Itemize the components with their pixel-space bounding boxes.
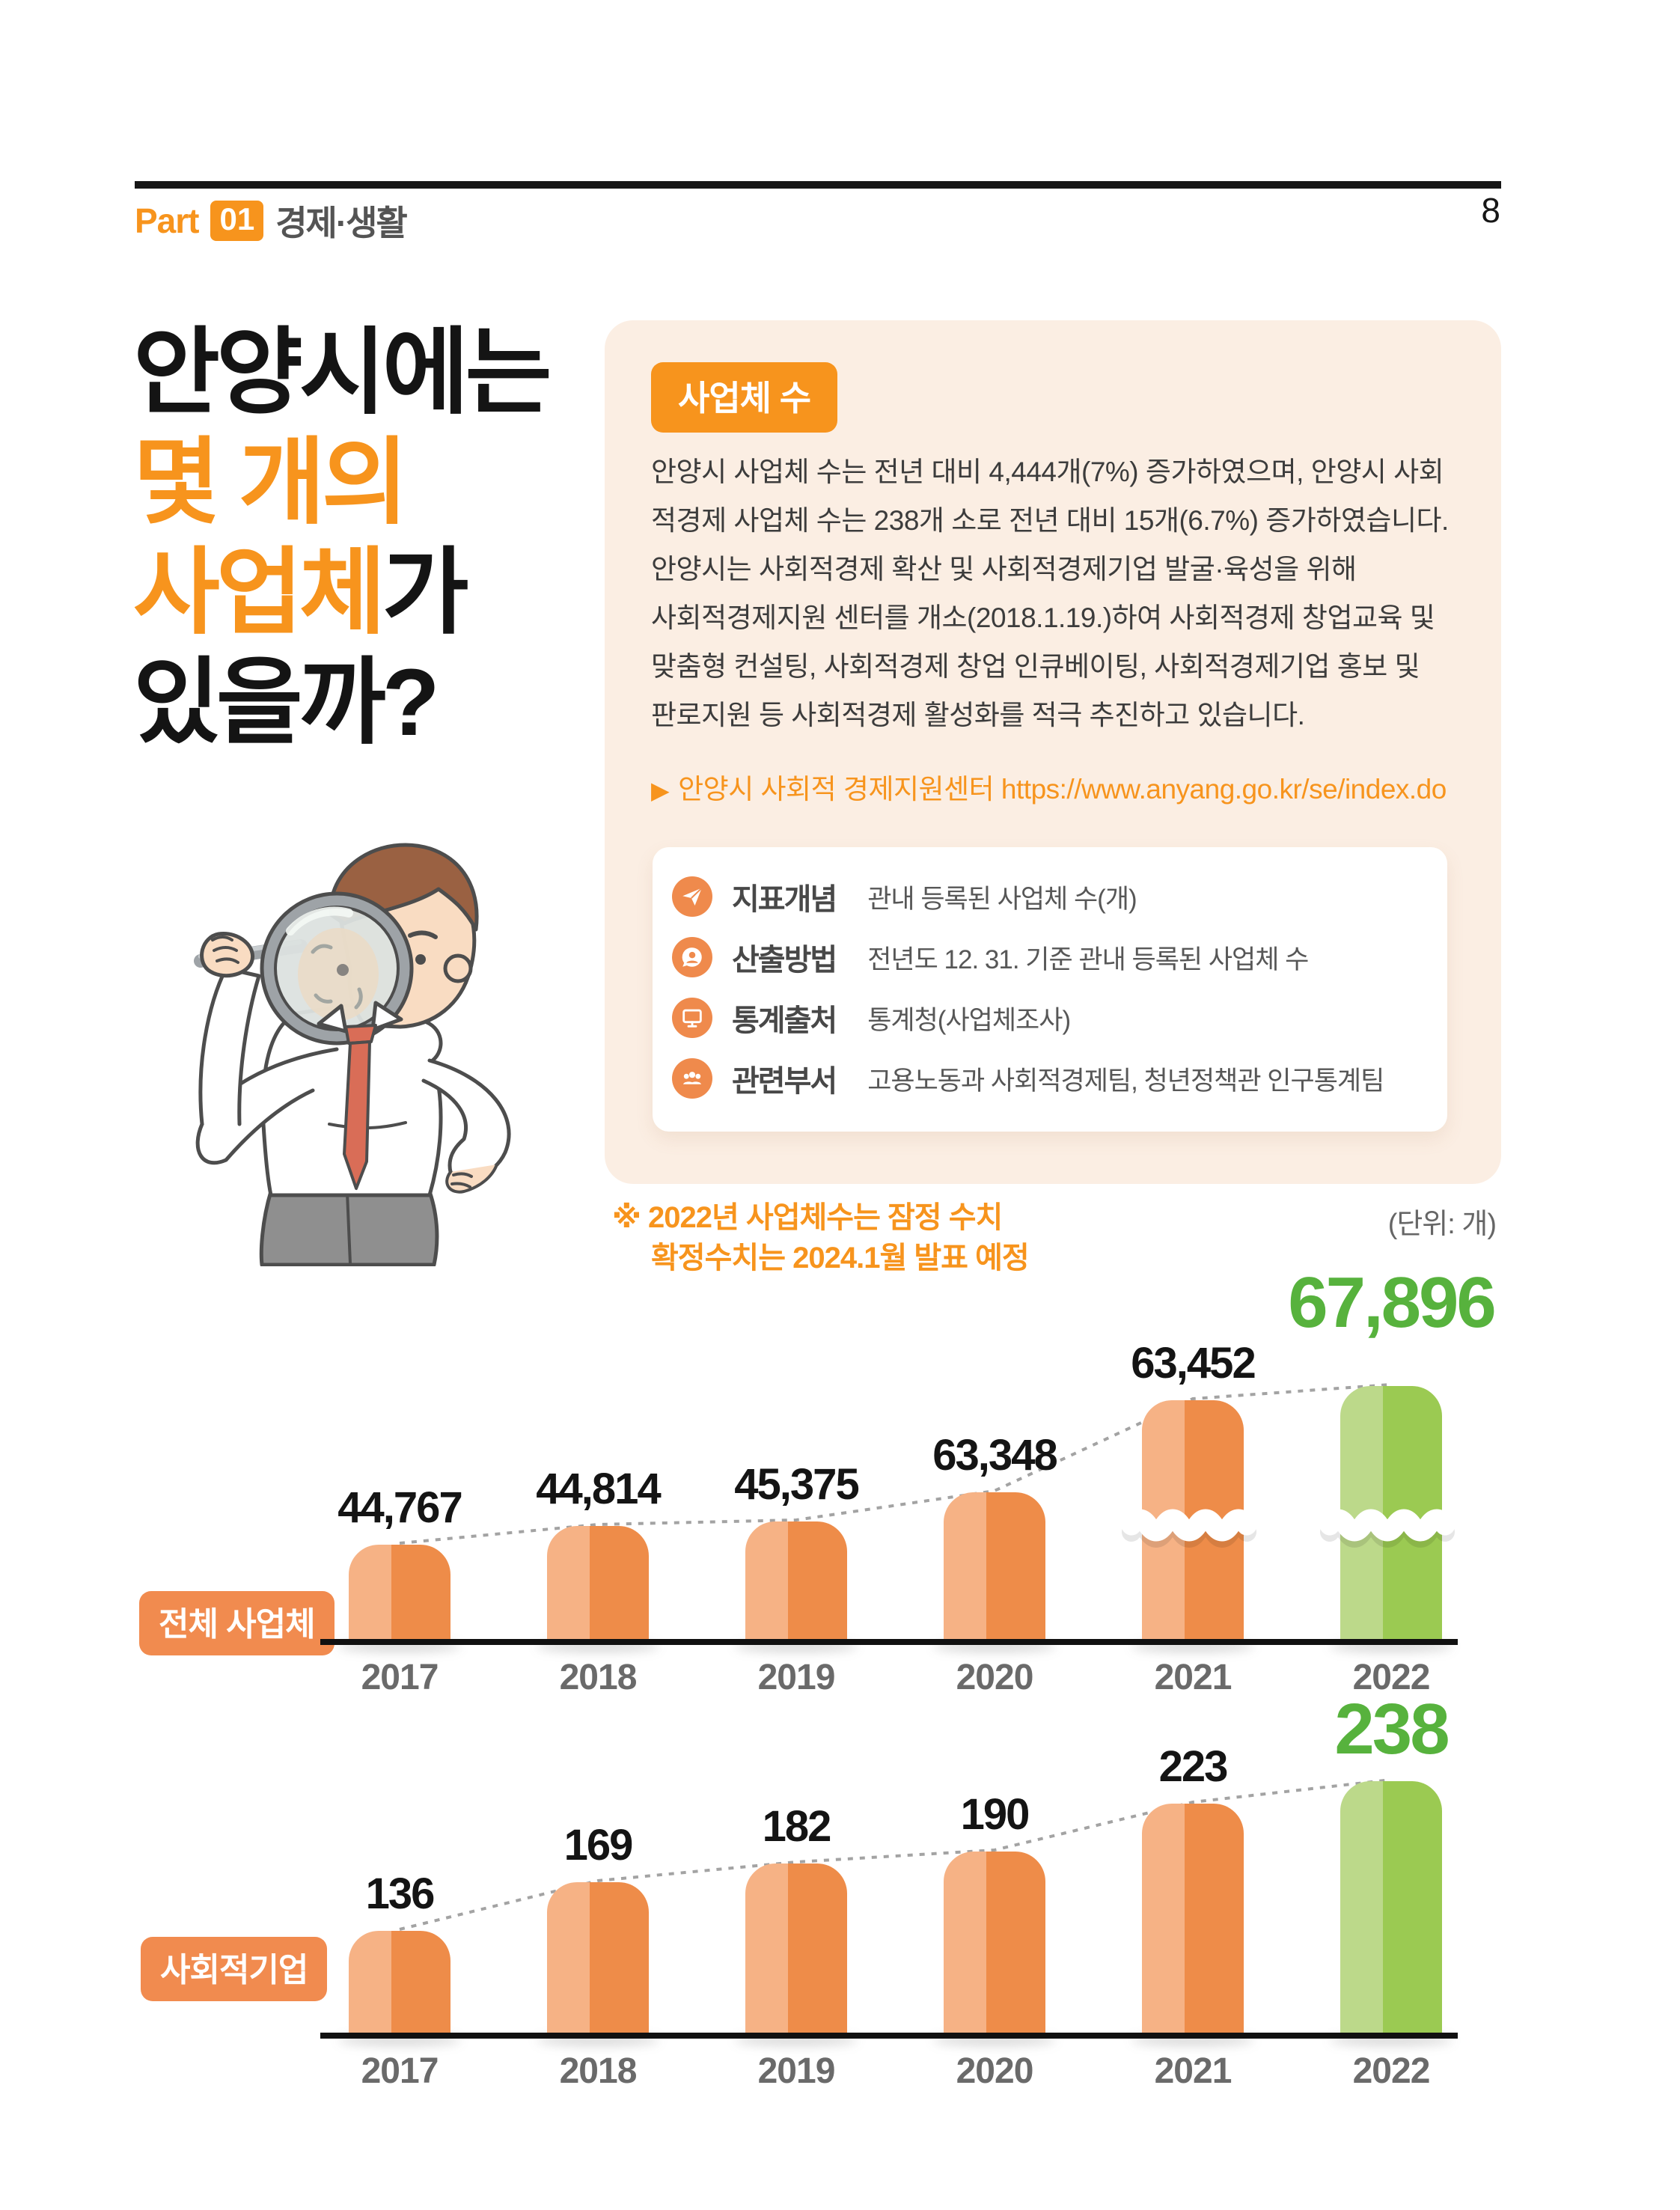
bar-shadow [735,1640,858,1652]
bar-shadow [933,2034,1056,2046]
bar-shadow [1131,2034,1254,2046]
bar-2017 [349,1545,450,1639]
x-axis-1 [320,2033,1458,2039]
value-label-2021: 223 [1158,1742,1229,1791]
indicator-card: 지표개념 관내 등록된 사업체 수(개) 산출방법 전년도 12. 31. 기준… [653,847,1447,1132]
value-label-2021: 63,452 [1131,1339,1256,1388]
title-line-4: 있을까? [133,650,440,755]
bar-shadow [537,2034,659,2046]
center-link[interactable]: ▶ 안양시 사회적 경제지원센터 https://www.anyang.go.kr… [651,766,1447,807]
info-value: 전년도 12. 31. 기준 관내 등록된 사업체 수 [867,944,1309,974]
page-number: 8 [1481,191,1500,230]
title-line-2: 몇 개의 [133,430,409,535]
bar-shadow [735,2034,858,2046]
bar-2017 [349,1931,450,2033]
provisional-note: ※ 2022년 사업체수는 잠정 수치 확정수치는 2024.1월 발표 예정 [612,1201,1030,1275]
value-label-2020: 63,348 [932,1431,1057,1480]
bar-shadow [1330,1640,1453,1652]
bar-shadow [338,2034,461,2046]
chat-person-icon [672,937,712,977]
value-label-2018: 169 [563,1821,634,1869]
info-row-concept: 지표개념 관내 등록된 사업체 수(개) [672,876,1435,918]
bar-2018 [547,1882,649,2033]
bar-2020 [944,1852,1045,2033]
year-label-2019: 2019 [757,1658,836,1697]
legend-social-enterprises: 사회적기업 [141,1937,328,2001]
section-title: 경제·생활 [275,204,408,242]
bar-shadow [338,1640,461,1652]
monitor-icon [672,998,712,1038]
axis-break-wave [1121,1509,1257,1548]
info-panel: 사업체 수 안양시 사업체 수는 전년 대비 4,444개(7%) 증가하였으며… [605,320,1501,1184]
year-label-2018: 2018 [559,1658,638,1697]
value-label-2022: 238 [1334,1689,1450,1769]
info-value: 고용노동과 사회적경제팀, 청년정책관 인구통계팀 [867,1066,1384,1096]
link-text[interactable]: 안양시 사회적 경제지원센터 https://www.anyang.go.kr/… [678,774,1447,805]
info-row-method: 산출방법 전년도 12. 31. 기준 관내 등록된 사업체 수 [672,936,1435,978]
value-label-2017: 136 [365,1869,436,1918]
year-label-2018: 2018 [559,2051,638,2091]
bar-2018 [547,1526,649,1639]
value-label-2020: 190 [960,1790,1030,1839]
year-label-2020: 2020 [956,1658,1034,1697]
paper-plane-icon [672,876,712,917]
info-label: 산출방법 [732,944,837,977]
link-arrow-icon: ▶ [651,777,670,804]
value-label-2019: 45,375 [734,1460,859,1509]
bar-shadow [933,1640,1056,1652]
year-label-2017: 2017 [361,2051,439,2091]
bar-2020 [944,1492,1045,1639]
page-header: Part 01 경제·생활 [135,196,408,245]
panel-badge: 사업체 수 [651,362,838,433]
year-label-2022: 2022 [1352,2051,1431,2091]
part-number-badge: 01 [210,201,264,241]
top-rule [135,181,1501,189]
title-line-3: 사업체가 [133,540,469,645]
value-label-2018: 44,814 [536,1465,661,1513]
people-icon [672,1058,712,1099]
year-label-2021: 2021 [1154,2051,1232,2091]
legend-total-businesses: 전체 사업체 [139,1591,335,1655]
bar-2022 [1340,1386,1442,1639]
year-label-2017: 2017 [361,1658,439,1697]
year-label-2020: 2020 [956,2051,1034,2091]
info-label: 관련부서 [732,1065,837,1098]
magnifier-man-illustration [194,843,511,1266]
unit-label: (단위: 개) [1387,1209,1497,1240]
bar-2019 [745,1521,847,1639]
bar-shadow [537,1640,659,1652]
value-label-2022: 67,896 [1288,1263,1497,1343]
info-value: 관내 등록된 사업체 수(개) [867,884,1137,914]
bar-2021 [1142,1804,1244,2033]
value-label-2019: 182 [762,1802,832,1851]
info-row-source: 통계출처 통계청(사업체조사) [672,997,1435,1039]
info-row-department: 관련부서 고용노동과 사회적경제팀, 청년정책관 인구통계팀 [672,1057,1435,1099]
bar-2019 [745,1863,847,2033]
year-label-2019: 2019 [757,2051,836,2091]
x-axis-0 [320,1639,1458,1645]
value-label-2017: 44,767 [337,1483,462,1532]
bar-shadow [1131,1640,1254,1652]
page-question-title: 안양시에는 몇 개의 사업체가 있을까? [133,317,552,757]
axis-break-wave [1319,1509,1456,1548]
year-label-2022: 2022 [1352,1658,1431,1697]
panel-paragraph: 안양시 사업체 수는 전년 대비 4,444개(7%) 증가하였으며, 안양시 … [651,457,1449,730]
info-label: 통계출처 [732,1004,837,1037]
bar-shadow [1330,2034,1453,2046]
title-line-1: 안양시에는 [133,320,552,425]
year-label-2021: 2021 [1154,1658,1232,1697]
info-label: 지표개념 [732,883,837,916]
bar-2022 [1340,1781,1442,2033]
part-label: Part [135,201,199,240]
bar-2021 [1142,1400,1244,1639]
info-value: 통계청(사업체조사) [867,1005,1071,1035]
